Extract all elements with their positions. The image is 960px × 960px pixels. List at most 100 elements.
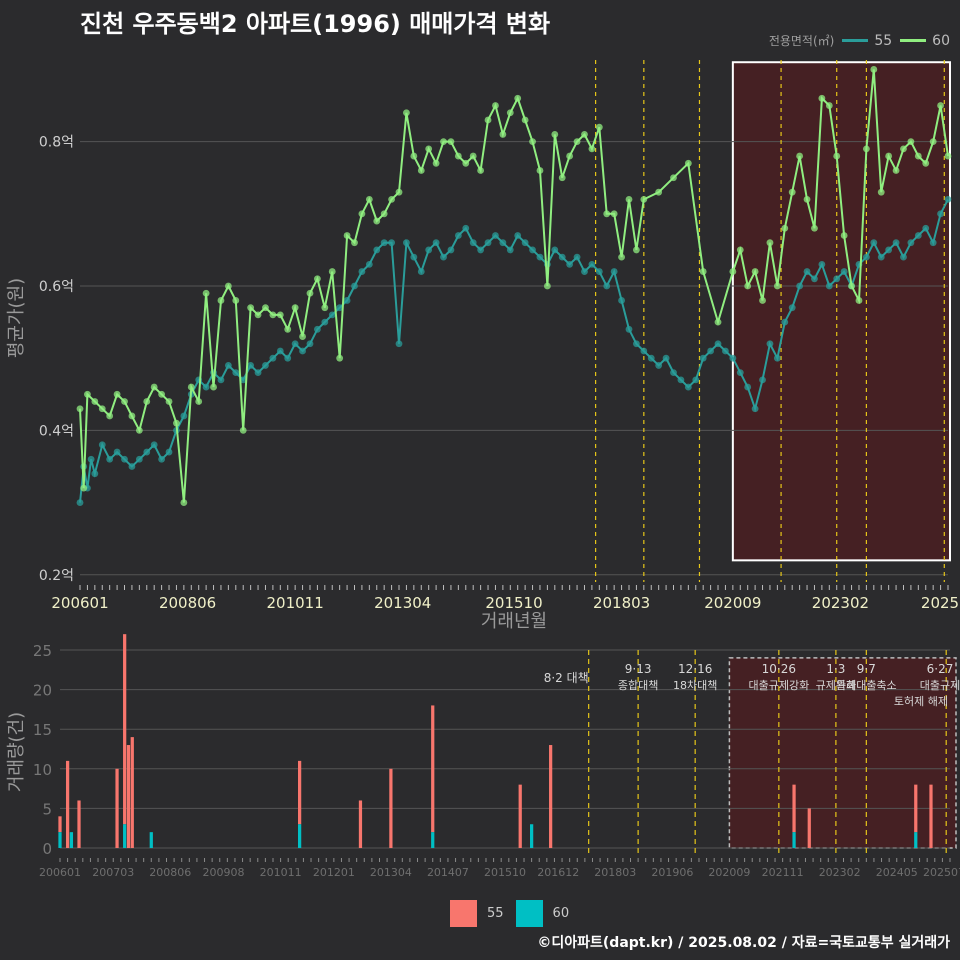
price-x-axis-label: 거래년월: [481, 611, 547, 632]
volume-bar-55: [58, 816, 62, 833]
volume-x-tick-label: 201803: [594, 866, 636, 879]
data-point-60: [106, 412, 114, 420]
policy-label: 9·7: [857, 662, 876, 676]
data-point-60: [284, 325, 292, 333]
policy-label: 10·26: [762, 662, 796, 676]
data-point-55: [610, 268, 618, 275]
data-point-60: [751, 268, 759, 275]
data-point-55: [217, 376, 225, 384]
price-y-tick-label: 0.4억: [39, 423, 74, 439]
volume-y-axis-label: 거래량(건): [6, 712, 27, 792]
data-point-60: [217, 297, 225, 304]
data-point-60: [885, 152, 893, 160]
data-point-60: [729, 268, 737, 275]
data-point-55: [484, 239, 492, 247]
data-point-60: [551, 131, 559, 138]
data-point-55: [269, 354, 277, 362]
volume-y-tick-label: 5: [42, 800, 52, 818]
data-point-60: [380, 210, 388, 218]
data-point-55: [796, 282, 804, 290]
policy-extra-label: 토허제 해제: [894, 694, 948, 708]
price-x-tick-label: 200806: [159, 594, 216, 612]
data-point-60: [944, 152, 952, 160]
data-point-60: [766, 239, 774, 247]
data-point-60: [484, 116, 492, 124]
volume-x-tick-label: 200703: [92, 866, 134, 879]
data-point-55: [655, 362, 663, 369]
data-point-55: [907, 239, 915, 247]
data-point-55: [595, 268, 603, 275]
volume-x-tick-label: 200601: [39, 866, 81, 879]
data-point-60: [276, 311, 284, 319]
data-point-55: [751, 405, 759, 413]
data-point-55: [929, 239, 937, 247]
data-point-60: [462, 159, 470, 167]
volume-bar-55: [123, 634, 127, 825]
bar-legend-swatch-55: [450, 900, 477, 927]
data-point-60: [143, 398, 151, 405]
data-point-55: [113, 448, 121, 456]
data-point-55: [492, 232, 499, 239]
data-point-55: [232, 369, 240, 377]
data-point-55: [150, 441, 158, 449]
data-point-60: [788, 188, 796, 196]
data-point-55: [447, 246, 455, 254]
data-point-60: [299, 333, 306, 340]
data-point-60: [373, 217, 381, 225]
bar-legend-label-55: 55: [487, 906, 504, 921]
data-point-55: [862, 253, 870, 261]
data-point-55: [365, 260, 373, 268]
volume-x-tick-label: 202111: [762, 866, 804, 879]
volume-bar-60: [297, 824, 302, 848]
data-point-60: [98, 405, 106, 413]
legend-swatch-60: [900, 39, 927, 42]
data-point-60: [365, 195, 373, 203]
bar-legend-swatch-60: [515, 900, 543, 927]
volume-bar-55: [914, 784, 918, 833]
data-point-60: [529, 138, 536, 146]
volume-bar-60: [914, 832, 918, 848]
data-point-60: [603, 210, 611, 218]
data-point-60: [173, 419, 180, 427]
price-y-tick-label: 0.2억: [39, 568, 74, 584]
policy-label: 규제완화: [816, 679, 856, 692]
volume-bar-55: [431, 705, 435, 833]
data-point-60: [314, 275, 321, 283]
data-point-60: [417, 167, 425, 174]
data-point-55: [87, 455, 95, 463]
data-point-60: [543, 282, 551, 290]
volume-x-tick-label: 202009: [708, 866, 750, 879]
data-point-55: [892, 239, 900, 247]
data-point-60: [351, 239, 358, 247]
data-point-60: [506, 109, 514, 117]
data-point-60: [121, 398, 128, 405]
data-point-60: [862, 145, 870, 153]
data-point-55: [736, 369, 744, 377]
data-point-60: [165, 398, 173, 405]
data-point-60: [803, 195, 811, 203]
data-point-60: [714, 318, 722, 326]
data-point-55: [388, 239, 395, 247]
volume-bar-55: [65, 760, 70, 848]
data-point-60: [907, 138, 915, 146]
data-point-60: [254, 311, 262, 319]
volume-bar-55: [929, 784, 933, 848]
data-point-60: [128, 412, 136, 420]
data-point-55: [914, 232, 922, 239]
volume-bar-55: [518, 784, 522, 848]
data-point-55: [640, 347, 648, 355]
data-point-55: [158, 455, 166, 463]
data-point-60: [239, 426, 247, 434]
data-point-55: [729, 354, 737, 362]
data-point-55: [440, 253, 447, 261]
data-point-55: [811, 275, 818, 283]
data-point-55: [314, 325, 321, 333]
data-point-55: [900, 253, 907, 261]
data-point-60: [937, 102, 944, 109]
volume-x-tick-label: 201011: [260, 866, 302, 879]
data-point-60: [454, 152, 462, 160]
data-point-55: [321, 318, 329, 326]
policy-label: 6·27: [927, 662, 954, 676]
data-point-55: [135, 455, 143, 463]
